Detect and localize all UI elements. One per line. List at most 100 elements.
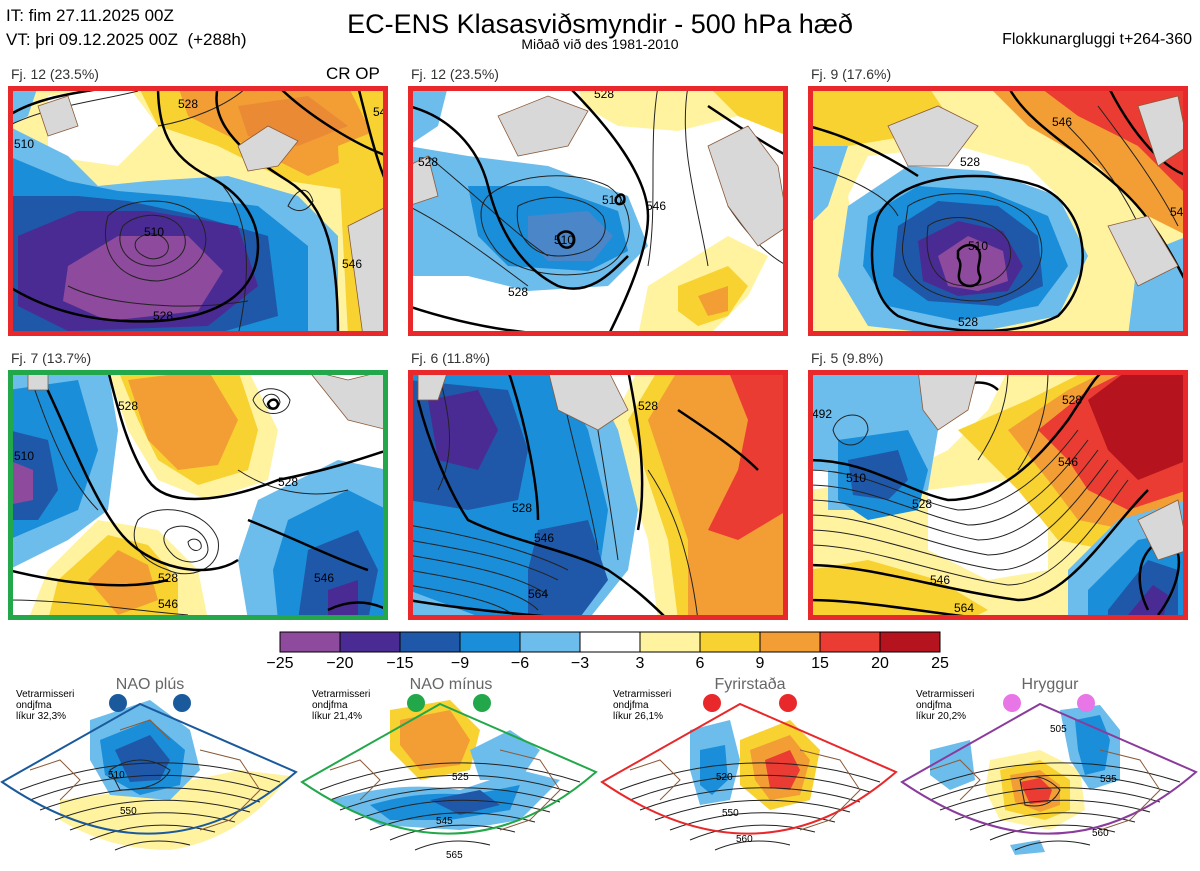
map4-contour-label-2: 510 [14, 449, 34, 463]
colorbar-tick-10: 15 [811, 655, 829, 672]
colorbar-bin-2 [339, 631, 401, 653]
map5-contour-label-2: 528 [512, 501, 532, 515]
page-title: EC-ENS Klasasviðsmyndir - 500 hPa hæð [347, 9, 853, 39]
cluster-map-2-plot: 528 528 510 510 528 546 [408, 86, 788, 336]
map2-contour-label-3: 510 [602, 193, 622, 207]
cluster-map-6-plot: 492 510 528 528 546 546 564 [808, 370, 1188, 620]
colorbar-tick-1: −25 [266, 655, 294, 672]
nao-minus-label-1: 525 [452, 772, 469, 783]
regime-title-ridge: Hryggur [1021, 676, 1079, 693]
colorbar-tick-9: 9 [755, 655, 765, 672]
regime-map-nao-plus: 510 550 [0, 694, 298, 851]
map3-contour-label-3: 510 [968, 239, 988, 253]
cluster-map-3-plot: 546 528 510 528 546 [808, 86, 1188, 336]
valid-time: VT: þri 09.12.2025 00Z (+288h) [6, 30, 247, 49]
blocking-label-2: 550 [722, 808, 739, 819]
map2-contour-label-5: 528 [508, 285, 528, 299]
cluster-map-3: 546 528 510 528 546 [808, 86, 1188, 336]
regime-maps: 510 550 525 545 565 [0, 694, 1198, 861]
nao-minus-label-2: 545 [436, 816, 453, 827]
ridge-label-1: 505 [1050, 724, 1067, 735]
map1-contour-label-5: 528 [153, 309, 173, 323]
panel-label-6: Fj. 5 (9.8%) [811, 350, 884, 366]
header-dates: IT: fim 27.11.2025 00Z VT: þri 09.12.202… [6, 4, 247, 52]
map6-contour-label-5: 546 [1058, 455, 1078, 469]
colorbar-bin-1 [279, 631, 341, 653]
colorbar-bin-7 [639, 631, 701, 653]
regime-title-blocking: Fyrirstaða [714, 676, 786, 693]
cluster-map-6: 492 510 528 528 546 546 564 [808, 370, 1188, 620]
cluster-map-1: 510 528 510 546 528 546 [8, 86, 388, 336]
panel-label-4: Fj. 7 (13.7%) [11, 350, 92, 366]
colorbar-tick-5: −6 [510, 655, 530, 672]
colorbar-bin-5 [519, 631, 581, 653]
cluster-map-4: 528 510 528 528 546 546 [8, 370, 388, 620]
control-run-tag: CR OP [326, 64, 380, 83]
map6-contour-label-2: 510 [846, 471, 866, 485]
colorbar-bin-4 [459, 631, 521, 653]
header-title-block: EC-ENS Klasasviðsmyndir - 500 hPa hæð Mi… [300, 8, 900, 51]
colorbar [279, 631, 941, 653]
panel-label-1: Fj. 12 (23.5%) [11, 66, 99, 82]
colorbar-tick-11: 20 [871, 655, 889, 672]
colorbar-tick-12: 25 [931, 655, 949, 672]
colorbar-tick-7: 3 [635, 655, 645, 672]
colorbar-bin-9 [759, 631, 821, 653]
map3-contour-label-4: 528 [958, 315, 978, 329]
colorbar-tick-6: −3 [570, 655, 590, 672]
regime-note-nao-minus: Vetrarmisseri ondjfma líkur 21,4% [312, 689, 371, 722]
cluster-map-6-border [808, 370, 1188, 620]
map5-contour-label-1: 528 [638, 399, 658, 413]
map6-contour-label-3: 528 [912, 497, 932, 511]
map1-contour-label-1: 510 [14, 137, 34, 151]
cluster-map-1-plot: 510 528 510 546 528 546 [8, 86, 388, 336]
cluster-map-2-border [408, 86, 788, 336]
cluster-map-3-border [808, 86, 1188, 336]
nao-plus-label-1: 510 [108, 770, 125, 781]
map6-contour-label-4: 528 [1062, 393, 1082, 407]
map6-contour-label-1: 492 [812, 407, 832, 421]
cluster-map-4-border [8, 370, 388, 620]
map4-contour-label-3: 528 [278, 475, 298, 489]
map1-contour-label-3: 510 [144, 225, 164, 239]
regime-note-blocking: Vetrarmisseri ondjfma líkur 26,1% [613, 689, 672, 722]
regime-title-nao-plus: NAO plús [115, 676, 185, 693]
map2-contour-label-4: 510 [554, 233, 574, 247]
map4-contour-label-5: 546 [158, 597, 178, 611]
colorbar-bin-3 [399, 631, 461, 653]
panel-label-2: Fj. 12 (23.5%) [411, 66, 499, 82]
colorbar-tick-4: −9 [450, 655, 470, 672]
colorbar-bin-6 [579, 631, 641, 653]
blocking-label-3: 560 [736, 834, 753, 845]
colorbar-tick-2: −20 [326, 655, 354, 672]
colorbar-tick-8: 6 [695, 655, 705, 672]
map2-contour-label-2: 528 [418, 155, 438, 169]
regime-map-ridge: 505 535 560 [900, 694, 1198, 855]
regime-map-nao-minus: 525 545 565 [300, 694, 598, 861]
map3-contour-label-1: 546 [1052, 115, 1072, 129]
panel-label-5: Fj. 6 (11.8%) [411, 350, 491, 366]
classification-window: Flokkunargluggi t+264-360 [1002, 31, 1192, 48]
cluster-map-5-border [408, 370, 788, 620]
map4-contour-label-1: 528 [118, 399, 138, 413]
map4-contour-label-4: 528 [158, 571, 178, 585]
init-time: IT: fim 27.11.2025 00Z [6, 6, 174, 25]
blocking-label-1: 520 [716, 772, 733, 783]
nao-plus-label-2: 550 [120, 806, 137, 817]
cluster-map-1-border [8, 86, 388, 336]
nao-minus-label-3: 565 [446, 850, 463, 861]
map6-contour-label-7: 564 [954, 601, 974, 615]
regime-note-nao-plus: Vetrarmisseri ondjfma líkur 32,3% [16, 689, 75, 722]
map5-contour-label-4: 564 [528, 587, 548, 601]
map6-contour-label-6: 546 [930, 573, 950, 587]
ridge-label-3: 560 [1092, 828, 1109, 839]
regime-title-nao-minus: NAO mínus [409, 676, 493, 693]
map5-contour-label-3: 546 [534, 531, 554, 545]
colorbar-bin-10 [819, 631, 881, 653]
ridge-label-2: 535 [1100, 774, 1117, 785]
cluster-map-4-plot: 528 510 528 528 546 546 [8, 370, 388, 620]
map4-contour-label-6: 546 [314, 571, 334, 585]
map3-contour-label-2: 528 [960, 155, 980, 169]
map2-contour-label-6: 546 [646, 199, 666, 213]
page-subtitle: Miðað við des 1981-2010 [521, 36, 679, 52]
